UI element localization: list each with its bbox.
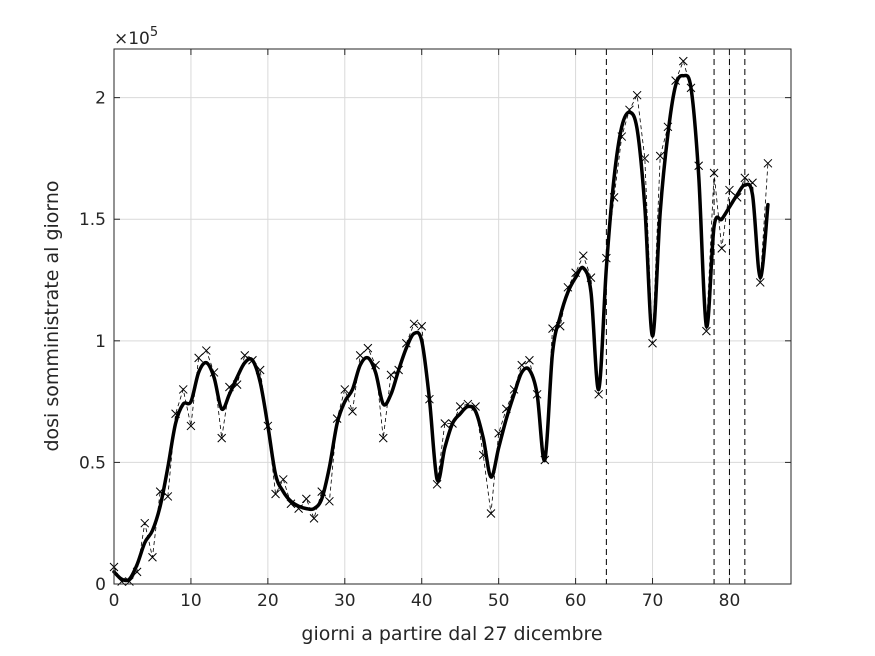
x-tick-label: 0	[109, 591, 120, 611]
x-tick-label: 40	[411, 591, 433, 611]
y-tick-label: 1	[95, 332, 106, 352]
x-tick-label: 70	[642, 591, 664, 611]
raw-point-marker	[271, 489, 280, 499]
raw-point-marker	[709, 168, 719, 178]
raw-point-marker	[340, 385, 350, 394]
raw-point-marker	[725, 185, 734, 195]
y-tick-label: 0	[95, 575, 106, 595]
raw-point-marker	[386, 370, 396, 380]
raw-point-marker	[417, 321, 427, 331]
axes-box	[113, 48, 792, 585]
raw-point-marker	[301, 494, 311, 504]
raw-point-marker	[702, 326, 711, 336]
raw-point-marker	[432, 479, 442, 489]
series-layer	[109, 56, 773, 586]
x-tick-label: 30	[334, 591, 356, 611]
raw-point-marker	[578, 251, 588, 261]
y-exponent-label: ×105	[114, 25, 158, 49]
y-tick-label: 1.5	[79, 210, 106, 230]
raw-point-marker	[363, 343, 373, 353]
raw-point-marker	[648, 338, 657, 348]
raw-point-marker	[678, 56, 688, 66]
raw-point-marker	[632, 90, 642, 100]
y-tick-label: 2	[95, 89, 106, 109]
raw-point-marker	[409, 319, 419, 329]
smoothed-series-line	[112, 73, 770, 583]
y-exponent-base: ×10	[114, 29, 150, 49]
x-axis-label: giorni a partire dal 27 dicembre	[301, 623, 602, 645]
raw-series-line	[113, 59, 769, 582]
raw-point-marker	[201, 346, 211, 355]
x-tick-label: 10	[180, 591, 202, 611]
raw-point-marker	[594, 389, 604, 399]
raw-point-marker	[763, 158, 773, 168]
raw-point-marker	[717, 244, 727, 253]
y-tick-label: 0.5	[79, 453, 106, 473]
x-tick-label: 80	[719, 591, 741, 611]
raw-point-marker	[178, 385, 188, 394]
raw-point-marker	[348, 406, 357, 416]
raw-point-marker	[194, 353, 203, 363]
raw-point-marker	[486, 509, 496, 518]
raw-point-marker	[140, 518, 150, 528]
raw-point-marker	[309, 513, 319, 523]
raw-point-marker	[163, 492, 173, 501]
raw-point-marker	[325, 496, 334, 506]
raw-point-marker	[525, 355, 534, 365]
x-tick-label: 50	[488, 591, 510, 611]
raw-point-marker	[440, 419, 450, 428]
raw-point-marker	[186, 421, 196, 431]
tick-layer: 0 10 20 30 40 50 60 70 80 0 0.5 1 1.5 2	[79, 49, 791, 611]
raw-point-marker	[148, 552, 157, 562]
raw-point-marker	[740, 173, 750, 183]
raw-point-marker	[755, 278, 765, 287]
y-axis-label: dosi somministrate al giorno	[41, 180, 63, 451]
x-tick-label: 20	[257, 591, 279, 611]
raw-point-marker	[378, 433, 388, 443]
y-exponent-power: 5	[150, 25, 158, 40]
raw-point-marker	[217, 433, 227, 443]
plot-area	[114, 49, 791, 584]
raw-point-marker	[278, 475, 288, 484]
x-tick-label: 60	[565, 591, 587, 611]
raw-point-marker	[655, 151, 665, 161]
vertical-lines-layer	[605, 49, 746, 584]
